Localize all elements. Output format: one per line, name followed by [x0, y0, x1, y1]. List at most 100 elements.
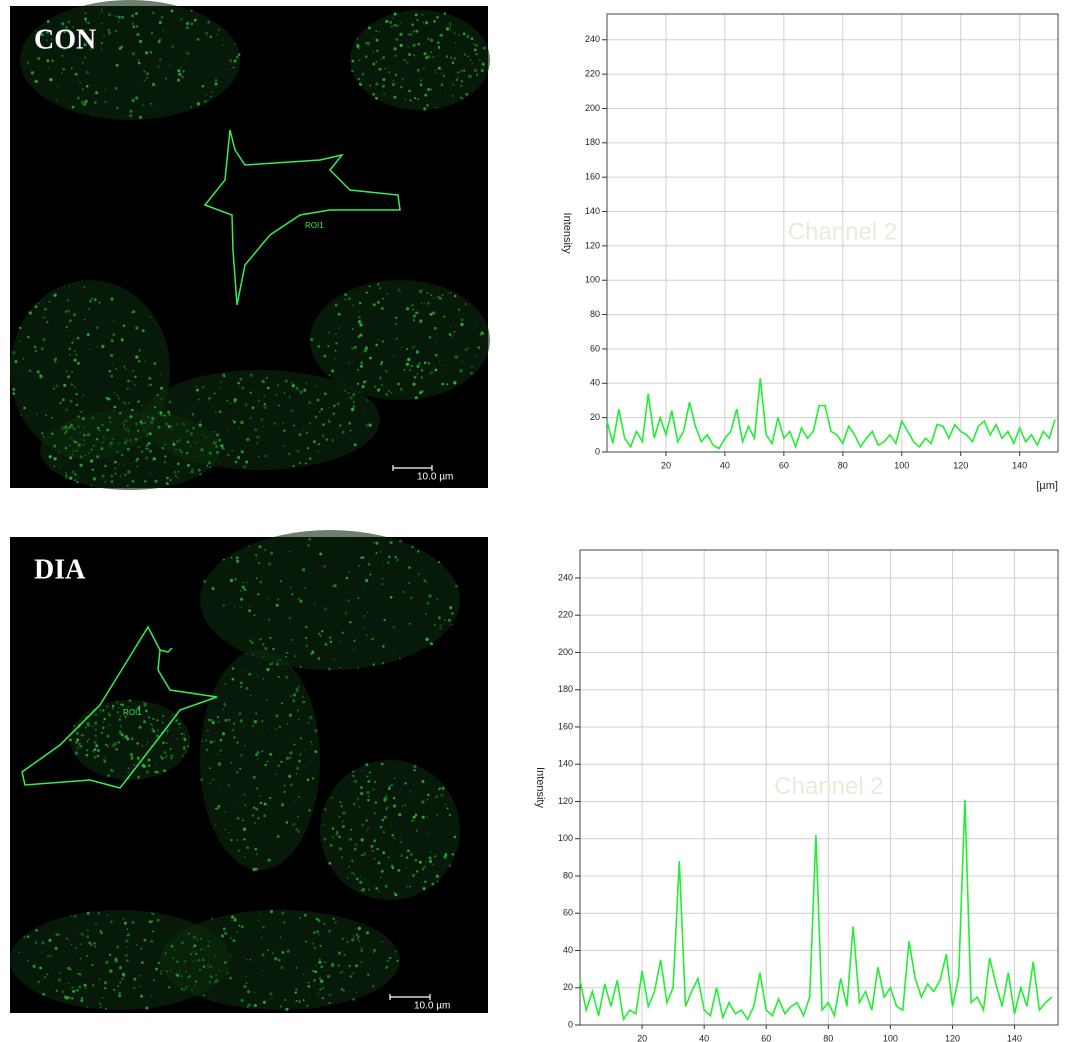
- speckle: [67, 20, 70, 24]
- speckle: [46, 954, 50, 958]
- speckle: [453, 835, 457, 839]
- speckle: [114, 959, 118, 963]
- speckle: [224, 718, 228, 722]
- speckle: [359, 364, 363, 368]
- speckle: [415, 829, 418, 832]
- speckle: [196, 938, 198, 941]
- speckle: [70, 383, 74, 386]
- speckle: [159, 373, 162, 376]
- speckle: [257, 399, 260, 403]
- speckle: [375, 30, 378, 32]
- speckle: [113, 988, 116, 991]
- speckle: [71, 341, 74, 344]
- speckle: [363, 627, 365, 629]
- speckle: [181, 75, 184, 79]
- speckle: [372, 93, 376, 96]
- speckle: [139, 115, 142, 119]
- speckle: [246, 581, 248, 584]
- speckle: [294, 801, 296, 804]
- speckle: [126, 946, 128, 948]
- speckle: [433, 20, 436, 23]
- speckle: [145, 447, 147, 450]
- speckle: [135, 422, 139, 426]
- speckle: [264, 647, 268, 651]
- speckle: [213, 431, 215, 433]
- speckle: [131, 480, 135, 483]
- speckle: [385, 19, 389, 23]
- speckle: [209, 35, 213, 39]
- speckle: [172, 713, 174, 715]
- speckle: [155, 967, 158, 971]
- speckle: [93, 942, 96, 945]
- speckle: [119, 411, 122, 415]
- speckle: [475, 44, 478, 47]
- speckle: [156, 764, 158, 766]
- speckle: [398, 657, 402, 660]
- speckle: [385, 393, 389, 396]
- speckle: [245, 652, 247, 655]
- speckle: [143, 70, 146, 73]
- speckle: [371, 637, 375, 641]
- speckle: [478, 59, 481, 62]
- speckle: [420, 79, 423, 82]
- speckle: [361, 72, 365, 76]
- speckle: [257, 816, 260, 820]
- speckle: [114, 472, 117, 475]
- speckle: [383, 798, 386, 801]
- speckle: [451, 612, 454, 615]
- speckle: [131, 755, 134, 759]
- speckle: [408, 369, 411, 372]
- speckle: [432, 863, 434, 866]
- speckle: [125, 959, 129, 963]
- speckle: [81, 997, 84, 1000]
- speckle: [197, 958, 201, 962]
- speckle: [137, 61, 141, 65]
- speckle: [398, 63, 400, 65]
- speckle: [66, 937, 69, 940]
- speckle: [295, 386, 299, 391]
- speckle: [107, 774, 110, 777]
- speckle: [164, 952, 167, 955]
- speckle: [246, 437, 250, 442]
- speckle: [388, 785, 391, 788]
- speckle: [288, 713, 292, 717]
- speckle: [37, 56, 41, 61]
- speckle: [374, 801, 378, 804]
- speckle: [365, 291, 368, 294]
- speckle: [161, 447, 164, 450]
- speckle: [253, 614, 256, 617]
- speckle: [29, 369, 32, 372]
- speckle: [286, 756, 290, 760]
- speckle: [162, 721, 164, 724]
- speckle: [86, 955, 89, 957]
- speckle: [137, 446, 139, 448]
- speckle: [408, 89, 411, 93]
- speckle: [251, 725, 255, 728]
- speckle: [367, 798, 370, 802]
- speckle: [412, 815, 416, 819]
- y-tick-label: 60: [590, 343, 600, 353]
- speckle: [380, 383, 384, 387]
- speckle: [275, 714, 279, 718]
- speckle: [294, 991, 297, 994]
- speckle: [351, 59, 355, 63]
- speckle: [324, 642, 328, 646]
- speckle: [224, 683, 227, 686]
- speckle: [397, 868, 401, 872]
- speckle: [299, 390, 303, 394]
- speckle: [136, 33, 140, 36]
- speckle: [369, 356, 372, 360]
- speckle: [71, 105, 75, 109]
- speckle: [407, 33, 410, 36]
- speckle: [426, 292, 429, 294]
- speckle: [392, 626, 395, 629]
- speckle: [116, 945, 120, 949]
- speckle: [375, 61, 378, 63]
- speckle: [277, 598, 280, 601]
- speckle: [409, 790, 412, 793]
- y-tick-label: 160: [585, 172, 600, 182]
- speckle: [342, 820, 344, 823]
- speckle: [301, 695, 305, 698]
- speckle: [251, 641, 254, 644]
- speckle: [228, 832, 230, 834]
